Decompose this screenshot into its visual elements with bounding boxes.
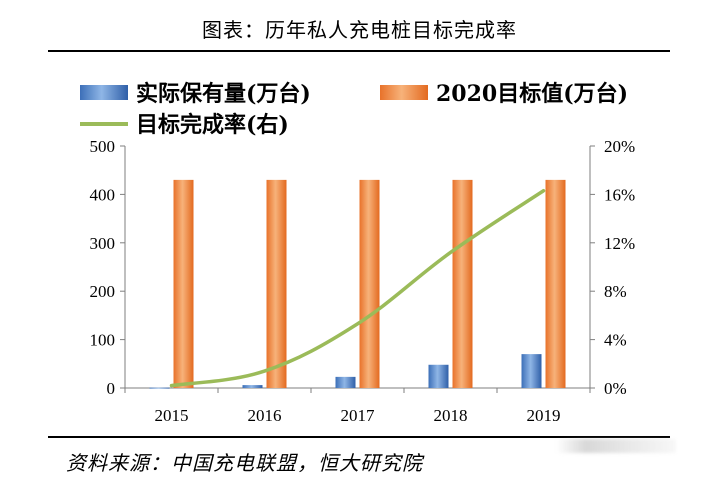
legend-label-target: 2020目标值(万台) bbox=[436, 81, 628, 107]
right-tick-label: 0% bbox=[604, 379, 627, 398]
watermark bbox=[556, 439, 676, 453]
left-tick-label: 500 bbox=[90, 137, 116, 156]
left-tick-label: 400 bbox=[90, 185, 116, 204]
legend: 实际保有量(万台) 2020目标值(万台) 目标完成率(右) bbox=[80, 81, 628, 138]
left-tick-label: 100 bbox=[90, 331, 116, 350]
chart: 实际保有量(万台) 2020目标值(万台) 目标完成率(右) 0 100 200 30… bbox=[80, 81, 636, 425]
bar-actual bbox=[428, 364, 449, 388]
x-tick-label: 2017 bbox=[341, 406, 376, 425]
tick-labels: 0 100 200 300 400 500 0% 4% 8% 12% 16% 20% 2015 2016 2… bbox=[90, 137, 636, 425]
right-tick-label: 16% bbox=[604, 185, 635, 204]
x-tick-label: 2019 bbox=[527, 406, 561, 425]
legend-label-actual: 实际保有量(万台) bbox=[136, 81, 311, 107]
bars bbox=[149, 179, 566, 389]
bar-actual bbox=[149, 387, 170, 389]
legend-swatch-actual bbox=[80, 85, 128, 100]
bar-actual bbox=[335, 376, 356, 388]
left-tick-label: 200 bbox=[90, 282, 116, 301]
bar-target bbox=[266, 179, 287, 388]
left-tick-label: 0 bbox=[107, 379, 116, 398]
x-tick-label: 2016 bbox=[248, 406, 282, 425]
bar-target bbox=[452, 179, 473, 388]
right-tick-label: 12% bbox=[604, 234, 635, 253]
rate-line-group bbox=[169, 189, 546, 388]
bar-actual bbox=[521, 354, 542, 388]
legend-label-rate: 目标完成率(右) bbox=[136, 112, 289, 138]
right-tick-label: 4% bbox=[604, 331, 627, 350]
rate-line bbox=[169, 189, 546, 388]
bottom-rule bbox=[48, 436, 670, 438]
x-tick-label: 2015 bbox=[155, 406, 189, 425]
top-rule bbox=[48, 50, 670, 52]
right-tick-label: 8% bbox=[604, 282, 627, 301]
x-tick-label: 2018 bbox=[434, 406, 468, 425]
left-tick-label: 300 bbox=[90, 234, 116, 253]
axes bbox=[120, 145, 595, 393]
bar-target bbox=[173, 179, 194, 388]
source-note: 资料来源：中国充电联盟，恒大研究院 bbox=[66, 451, 423, 475]
bar-target bbox=[545, 179, 566, 388]
bar-target bbox=[359, 179, 380, 388]
bar-actual bbox=[242, 385, 263, 388]
figure-title: 图表：历年私人充电桩目标完成率 bbox=[202, 18, 517, 42]
right-tick-label: 20% bbox=[604, 137, 635, 156]
legend-swatch-target bbox=[380, 85, 428, 100]
